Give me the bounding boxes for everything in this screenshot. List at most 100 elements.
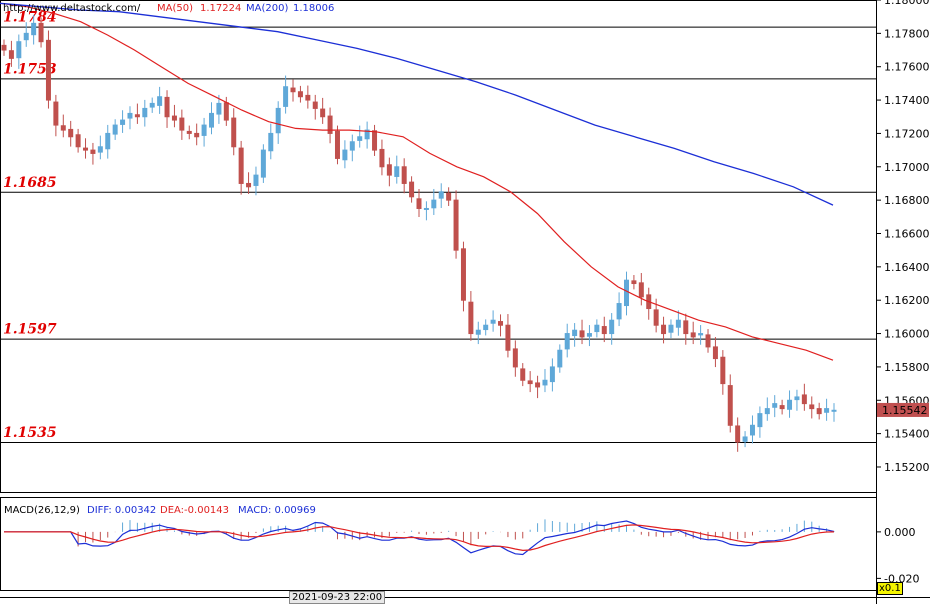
macd-diff: DIFF: 0.00342	[87, 505, 157, 516]
candle-bear	[305, 94, 311, 101]
candle-bear	[290, 87, 296, 93]
candle-bear	[683, 320, 689, 335]
candle-bear	[409, 181, 415, 198]
price-tick-label: 1.17000	[884, 161, 930, 174]
candle-bear	[631, 280, 637, 285]
candle-bear	[75, 134, 81, 148]
macd-dea-line	[4, 524, 835, 552]
candle-bull	[557, 349, 563, 368]
macd-name: MACD(26,12,9)	[4, 505, 80, 516]
level-label: 1.1535	[3, 425, 57, 441]
candle-bear	[468, 301, 474, 335]
candle-bear	[53, 101, 59, 126]
candle-bull	[16, 41, 22, 59]
ma200-line	[0, 2, 834, 206]
price-tick-label: 1.17800	[884, 27, 930, 40]
candle-bull	[772, 403, 778, 408]
candle-bear	[379, 148, 385, 168]
candle-bull	[394, 166, 400, 177]
candle-bull	[260, 149, 266, 178]
candle-bear	[8, 50, 14, 59]
candle-bear	[498, 321, 504, 326]
candle-bull	[764, 408, 770, 415]
price-tick-label: 1.15200	[884, 461, 930, 474]
candle-bear	[601, 326, 607, 335]
candle-bear	[638, 282, 644, 298]
candle-bull	[283, 86, 289, 107]
candle-bear	[460, 248, 466, 301]
current-price-box	[877, 402, 929, 417]
candle-bull	[431, 199, 437, 209]
candle-bull	[616, 303, 622, 320]
candle-bear	[90, 149, 96, 154]
candle-bull	[475, 329, 481, 335]
candle-bear	[579, 330, 585, 338]
candle-bull	[423, 207, 429, 210]
candle-bull	[757, 413, 763, 428]
candle-bear	[712, 346, 718, 360]
candle-bear	[60, 125, 66, 131]
candle-bull	[105, 132, 111, 150]
candle-bull	[549, 366, 555, 383]
candle-bull	[794, 396, 800, 401]
candle-bear	[505, 324, 511, 351]
price-tick-label: 1.17600	[884, 61, 930, 74]
price-tick-label: 1.17400	[884, 94, 930, 107]
candle-bear	[186, 130, 192, 134]
time-cursor-label: 2021-09-23 22:00	[289, 591, 386, 604]
candle-bull	[749, 424, 755, 436]
ma200-value: 1.18006	[293, 3, 335, 14]
candle-bear	[297, 91, 303, 98]
candle-bull	[120, 119, 126, 125]
candle-bear	[401, 166, 407, 184]
price-tick-label: 1.17200	[884, 127, 930, 140]
candle-bull	[831, 409, 837, 412]
candle-bull	[824, 408, 830, 413]
candle-bull	[112, 124, 118, 135]
candle-bear	[320, 108, 326, 118]
candle-bear	[453, 199, 459, 251]
level-label: 1.1597	[3, 322, 57, 338]
ma200-label: MA(200)	[246, 3, 289, 14]
candle-bull	[609, 319, 615, 335]
header-url[interactable]: http://www.deltastock.com/	[3, 3, 141, 14]
candle-bear	[535, 382, 541, 388]
candle-bear	[238, 147, 244, 184]
candle-bear	[327, 115, 333, 134]
candle-bull	[542, 379, 548, 386]
candle-bull	[357, 136, 363, 141]
price-tick-label: 1.16800	[884, 194, 930, 207]
candle-bear	[246, 182, 252, 188]
candle-bear	[38, 22, 44, 43]
current-price-label: 1.15542	[882, 404, 928, 417]
candle-bear	[386, 164, 392, 176]
candle-bear	[661, 324, 667, 335]
candle-bear	[705, 334, 711, 348]
candle-bull	[572, 329, 578, 337]
candle-bear	[68, 128, 74, 138]
zoom-badge[interactable]: x0.1	[877, 582, 903, 595]
level-label: 1.1784	[3, 10, 57, 26]
price-tick-label: 1.16200	[884, 294, 930, 307]
candle-bear	[334, 130, 340, 159]
candle-bull	[349, 141, 355, 151]
price-tick-label: 1.15400	[884, 428, 930, 441]
price-tick-label: 1.15800	[884, 361, 930, 374]
candle-bear	[779, 405, 785, 410]
candle-bear	[45, 39, 51, 101]
candle-bull	[149, 102, 155, 108]
candle-bull	[275, 107, 281, 134]
candle-bear	[83, 147, 89, 151]
candle-bear	[194, 132, 200, 138]
candle-bear	[720, 356, 726, 385]
candle-bull	[157, 96, 163, 106]
macd-diff-line	[4, 520, 835, 556]
candle-bear	[653, 309, 659, 326]
candle-bull	[668, 324, 674, 333]
candle-bull	[490, 319, 496, 324]
level-label: 1.1685	[3, 175, 57, 191]
candle-bull	[209, 112, 214, 128]
candle-bear	[801, 394, 807, 405]
candle-bear	[512, 348, 518, 368]
